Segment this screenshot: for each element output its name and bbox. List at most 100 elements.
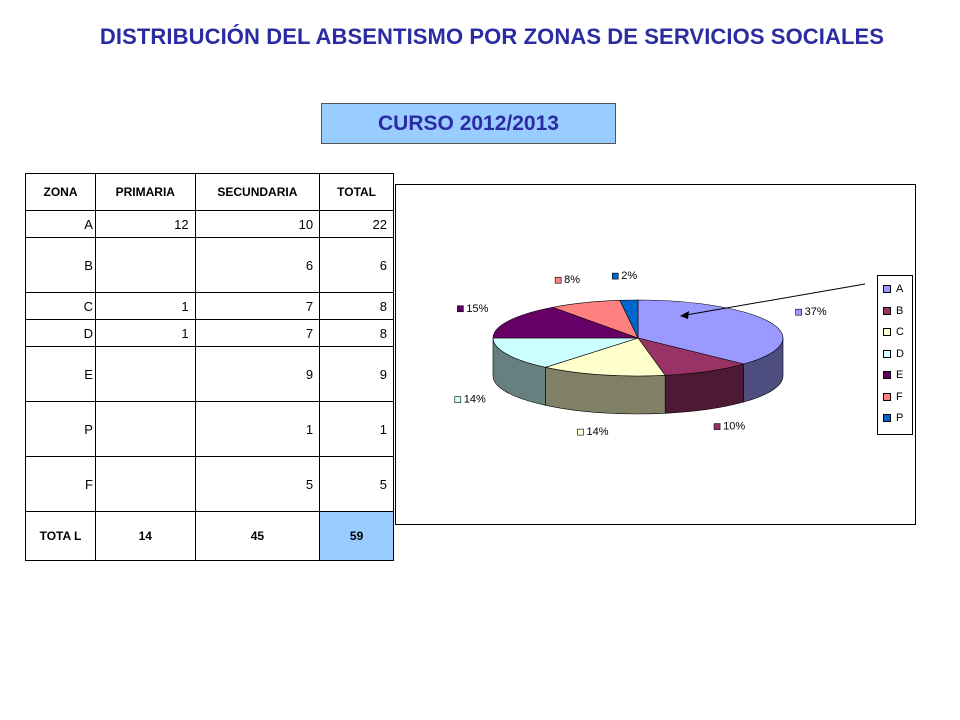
slice-value-label: 8% — [564, 274, 580, 286]
legend-label: P — [896, 412, 904, 424]
legend-label: A — [896, 283, 904, 295]
table-row: A 12 10 22 — [25, 210, 394, 238]
column-header-secundaria: SECUNDARIA — [194, 173, 321, 211]
legend-item: E — [883, 368, 903, 382]
legend-swatch — [883, 371, 891, 379]
legend-label: E — [896, 369, 904, 381]
column-header-zona: ZONA — [25, 173, 96, 211]
pie-slice-E — [492, 306, 639, 339]
total-cell: 22 — [319, 210, 394, 238]
legend-label: C — [896, 326, 904, 338]
legend-item: A — [883, 282, 903, 296]
legend-item: P — [883, 411, 903, 425]
total-secundaria-cell: 45 — [194, 511, 321, 561]
slice-label-swatch — [454, 396, 462, 403]
secundaria-cell: 6 — [194, 237, 321, 293]
primaria-cell: 1 — [94, 292, 196, 320]
slice-value-label: 15% — [466, 303, 488, 315]
total-cell: 5 — [319, 456, 394, 512]
legend-swatch — [883, 285, 891, 293]
legend-item: C — [883, 325, 904, 339]
zona-cell: D — [25, 319, 96, 347]
table-row: F 5 5 — [25, 456, 394, 512]
slice-label-swatch — [457, 305, 464, 313]
zona-cell: A — [25, 210, 96, 238]
pie-slice-A — [637, 299, 784, 365]
pie-slice-P — [619, 299, 639, 339]
primaria-cell: 1 — [94, 319, 196, 347]
legend-swatch — [883, 414, 891, 422]
total-label-cell: TOTA L — [25, 511, 96, 561]
pie-chart: 37% 10% 14% 14% 15% 8% 2% — [454, 270, 866, 438]
column-header-primaria: PRIMARIA — [94, 173, 196, 211]
legend-label: F — [896, 390, 903, 403]
pie-slice-B — [637, 337, 745, 376]
secundaria-cell: 5 — [194, 456, 321, 512]
secundaria-cell: 9 — [194, 346, 321, 402]
slice-label-group: 2% — [611, 270, 637, 282]
slice-label-group: 14% — [454, 394, 486, 406]
slice-label-group: 37% — [795, 306, 827, 318]
slice-value-label: 37% — [805, 306, 827, 318]
slice-value-label: 14% — [586, 426, 608, 438]
slice-label-swatch — [713, 423, 721, 430]
primaria-cell — [94, 401, 196, 457]
slice-label-swatch — [577, 428, 584, 436]
pointer-arrow-head — [680, 311, 689, 319]
legend-swatch — [883, 306, 891, 315]
primaria-cell — [94, 237, 196, 293]
zona-cell: E — [25, 346, 96, 402]
total-primaria-cell: 14 — [94, 511, 196, 561]
secundaria-cell: 10 — [194, 210, 321, 238]
slice-label-group: 8% — [554, 274, 580, 286]
secundaria-cell: 1 — [194, 401, 321, 457]
table-row: B 6 6 — [25, 237, 394, 293]
total-cell: 6 — [319, 237, 394, 293]
table-total-row: TOTA L 14 45 59 — [25, 511, 394, 561]
page-title: DISTRIBUCIÓN DEL ABSENTISMO POR ZONAS DE… — [99, 24, 885, 49]
slice-label-swatch — [795, 308, 802, 316]
primaria-cell — [94, 456, 196, 512]
total-cell: 8 — [319, 319, 394, 347]
slice-label-group: 10% — [713, 421, 745, 433]
grand-total-cell: 59 — [319, 511, 394, 561]
zona-cell: F — [25, 456, 96, 512]
total-cell: 9 — [319, 346, 394, 402]
pie-slice-C — [544, 337, 666, 377]
column-header-total: TOTAL — [319, 173, 394, 211]
legend-item: B — [883, 304, 903, 318]
table-row: E 9 9 — [25, 346, 394, 402]
legend-swatch — [883, 392, 891, 401]
pie-slice-D — [492, 337, 639, 368]
slice-value-label: 10% — [723, 421, 745, 433]
slice-label-swatch — [611, 272, 619, 280]
legend-label: B — [896, 304, 904, 317]
pointer-arrow-line — [685, 283, 866, 316]
zona-cell: C — [25, 292, 96, 320]
slice-value-label: 2% — [621, 270, 637, 282]
course-label: CURSO 2012/2013 — [321, 103, 616, 144]
slice-label-group: 14% — [577, 426, 609, 438]
table-row: C 1 7 8 — [25, 292, 394, 320]
secundaria-cell: 7 — [194, 319, 321, 347]
primaria-cell — [94, 346, 196, 402]
legend-item: F — [883, 390, 903, 404]
absence-table: ZONA PRIMARIA SECUNDARIA TOTAL A 12 10 2… — [25, 173, 394, 561]
zona-cell: B — [25, 237, 96, 293]
legend-label: D — [896, 347, 904, 360]
legend-swatch — [883, 328, 891, 336]
legend-swatch — [883, 349, 891, 358]
table-header-row: ZONA PRIMARIA SECUNDARIA TOTAL — [25, 173, 394, 211]
slice-label-group: 15% — [457, 303, 489, 315]
table-row: P 1 1 — [25, 401, 394, 457]
primaria-cell: 12 — [94, 210, 196, 238]
secundaria-cell: 7 — [194, 292, 321, 320]
legend-item: D — [883, 347, 904, 361]
slice-value-label: 14% — [464, 394, 486, 406]
zona-cell: P — [25, 401, 96, 457]
slice-label-swatch — [554, 276, 562, 284]
total-cell: 8 — [319, 292, 394, 320]
table-row: D 1 7 8 — [25, 319, 394, 347]
